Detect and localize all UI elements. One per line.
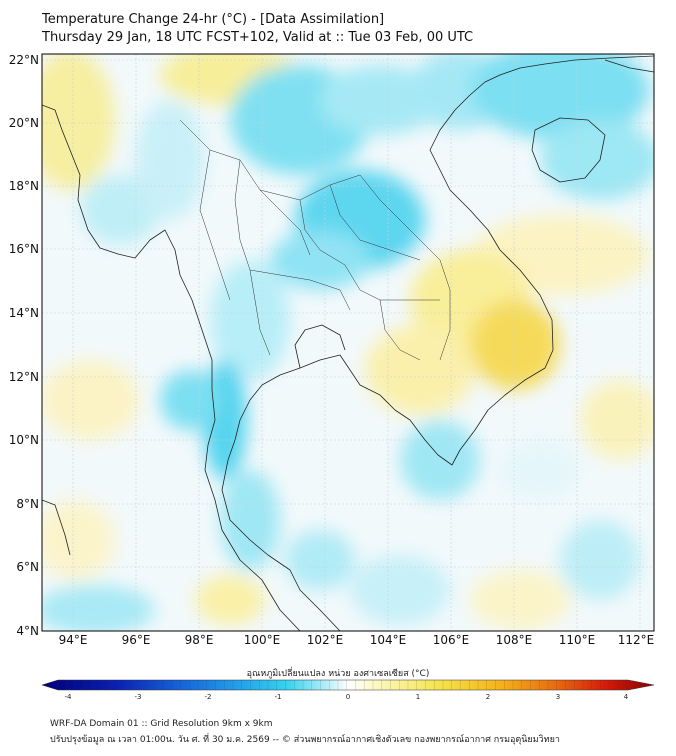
colorbar-tick: 0: [346, 693, 350, 701]
lon-label: 104°E: [370, 633, 407, 647]
lon-label: 112°E: [618, 633, 655, 647]
lat-label: 12°N: [9, 370, 39, 384]
colorbar-tick: 2: [486, 693, 490, 701]
footer-credit: ปรับปรุงข้อมูล ณ เวลา 01:00น. วัน ศ. ที่…: [50, 735, 560, 745]
lat-label: 14°N: [9, 306, 39, 320]
latitude-labels: 22°N 20°N 18°N 16°N 14°N 12°N 10°N 8°N 6…: [9, 53, 39, 638]
lat-label: 16°N: [9, 242, 39, 256]
colorbar-tick: -2: [205, 693, 212, 701]
admin-borders: [179, 119, 451, 361]
coastlines: [42, 55, 654, 631]
map-subtitle: Thursday 29 Jan, 18 UTC FCST+102, Valid …: [42, 30, 474, 45]
map-title: Temperature Change 24-hr (°C) - [Data As…: [42, 12, 385, 27]
lon-label: 110°E: [559, 633, 596, 647]
colorbar-tick: -4: [65, 693, 73, 701]
lat-label: 4°N: [16, 624, 39, 638]
colorbar-tick: 4: [624, 693, 629, 701]
colorbar-title: อุณหภูมิเปลี่ยนแปลง หน่วย องศาเซลเซียส (…: [246, 669, 430, 679]
colorbar-bar: [41, 679, 655, 691]
gridlines: [42, 54, 654, 631]
lon-label: 102°E: [307, 633, 344, 647]
longitude-labels: 94°E 96°E 98°E 100°E 102°E 104°E 106°E 1…: [59, 633, 655, 647]
map-frame: [41, 53, 655, 632]
lat-label: 10°N: [9, 433, 39, 447]
lat-label: 18°N: [9, 179, 39, 193]
lon-label: 106°E: [433, 633, 470, 647]
lon-label: 96°E: [122, 633, 151, 647]
lat-label: 20°N: [9, 116, 39, 130]
lon-label: 98°E: [185, 633, 214, 647]
colorbar: -4 -3 -2 -1 0 1 2 3 4: [41, 679, 655, 701]
lat-label: 6°N: [16, 560, 39, 574]
colorbar-tick: 1: [416, 693, 420, 701]
lat-label: 8°N: [16, 497, 39, 511]
temperature-field: [42, 54, 654, 631]
colorbar-tick: 3: [556, 693, 560, 701]
lon-label: 94°E: [59, 633, 88, 647]
footer-domain: WRF-DA Domain 01 :: Grid Resolution 9km …: [50, 719, 273, 729]
lon-label: 100°E: [244, 633, 281, 647]
colorbar-tick: -3: [135, 693, 142, 701]
colorbar-tick: -1: [275, 693, 282, 701]
lat-label: 22°N: [9, 53, 39, 67]
lon-label: 108°E: [496, 633, 533, 647]
